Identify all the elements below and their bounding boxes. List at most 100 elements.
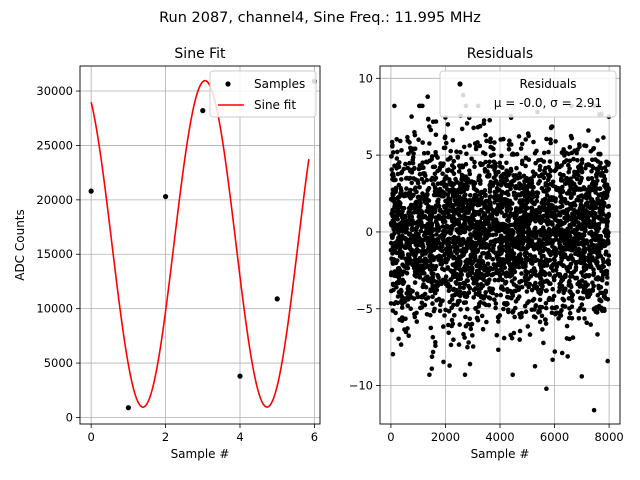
residual-point [514, 244, 520, 249]
residual-point [605, 275, 610, 280]
residual-point [523, 193, 529, 199]
residual-point [587, 205, 593, 211]
residual-point [443, 278, 449, 284]
residual-point [482, 200, 488, 206]
residual-point [481, 296, 487, 301]
residual-point [603, 233, 609, 239]
residual-point [455, 196, 461, 202]
residual-point [551, 293, 557, 299]
residual-point [517, 294, 522, 299]
residual-point [448, 268, 453, 273]
residual-point [408, 306, 414, 312]
residual-point [526, 233, 531, 238]
residual-point [451, 235, 456, 241]
x-tick-label: 4 [236, 430, 243, 444]
residual-point [510, 243, 515, 248]
residual-point [463, 198, 468, 204]
residual-point [424, 192, 430, 197]
residual-point [408, 202, 414, 208]
residual-point [523, 155, 529, 161]
residual-point [509, 268, 514, 274]
residual-point [443, 198, 448, 204]
residual-point [509, 295, 514, 301]
residual-point [499, 267, 505, 273]
residual-point [430, 233, 435, 239]
residual-point [581, 247, 586, 253]
residual-point [390, 172, 396, 178]
residual-point [606, 253, 612, 258]
residual-point [550, 211, 556, 217]
residual-point [526, 226, 531, 232]
residual-point [554, 310, 559, 316]
residual-point [457, 272, 463, 278]
residual-point [465, 344, 470, 350]
residual-point [596, 214, 602, 220]
residual-point [550, 357, 555, 363]
residual-point [555, 272, 561, 277]
residual-point [485, 251, 491, 256]
residual-point [463, 162, 469, 167]
residual-point [593, 231, 599, 236]
residual-point [475, 124, 481, 130]
residual-point [450, 321, 456, 327]
residual-point [493, 178, 499, 184]
residual-point [401, 205, 407, 211]
residual-point [588, 238, 594, 244]
residual-point [529, 178, 534, 183]
residual-point [430, 294, 435, 300]
residual-point [541, 271, 547, 276]
residual-point [499, 284, 505, 289]
residual-point [598, 284, 604, 290]
residual-point [437, 167, 442, 172]
residual-point [449, 305, 455, 311]
residual-point [485, 173, 490, 179]
residual-point [450, 287, 456, 293]
residual-point [581, 220, 587, 225]
residual-point [550, 286, 555, 292]
residual-point [579, 168, 585, 174]
residual-point [560, 245, 566, 250]
residual-point [498, 199, 504, 205]
residual-point [539, 313, 545, 319]
residual-point [422, 302, 428, 308]
residual-point [519, 141, 525, 147]
residual-point [432, 185, 438, 190]
residual-point [404, 186, 409, 191]
residual-point [572, 172, 577, 177]
residual-point [511, 152, 517, 157]
residual-point [416, 137, 421, 142]
y-tick-label: −5 [356, 302, 373, 316]
residual-point [525, 197, 531, 203]
residual-point [558, 222, 564, 228]
residual-point [572, 203, 578, 208]
residual-point [429, 177, 434, 183]
residual-point [581, 232, 587, 238]
residual-point [442, 134, 448, 139]
residual-point [414, 291, 420, 297]
residual-point [465, 265, 470, 271]
residual-point [405, 289, 411, 295]
residual-point [426, 186, 432, 191]
residual-point [459, 126, 465, 132]
residual-point [477, 290, 482, 295]
residual-point [590, 157, 595, 163]
residual-point [435, 281, 440, 286]
sample-point [125, 405, 131, 411]
residual-point [564, 217, 569, 222]
residual-point [554, 264, 560, 269]
residual-point [544, 263, 550, 268]
residual-point [463, 323, 469, 329]
residual-point [402, 264, 407, 269]
residual-point [453, 264, 458, 270]
residual-point [410, 218, 415, 223]
residual-point [577, 186, 582, 192]
residual-point [448, 226, 454, 231]
residual-point [591, 407, 597, 413]
residual-point [446, 288, 452, 294]
residual-point [539, 172, 545, 177]
residual-point [392, 163, 397, 169]
residual-point [507, 138, 512, 143]
residual-point [412, 258, 418, 263]
residual-point [576, 235, 581, 240]
residual-point [453, 190, 459, 196]
